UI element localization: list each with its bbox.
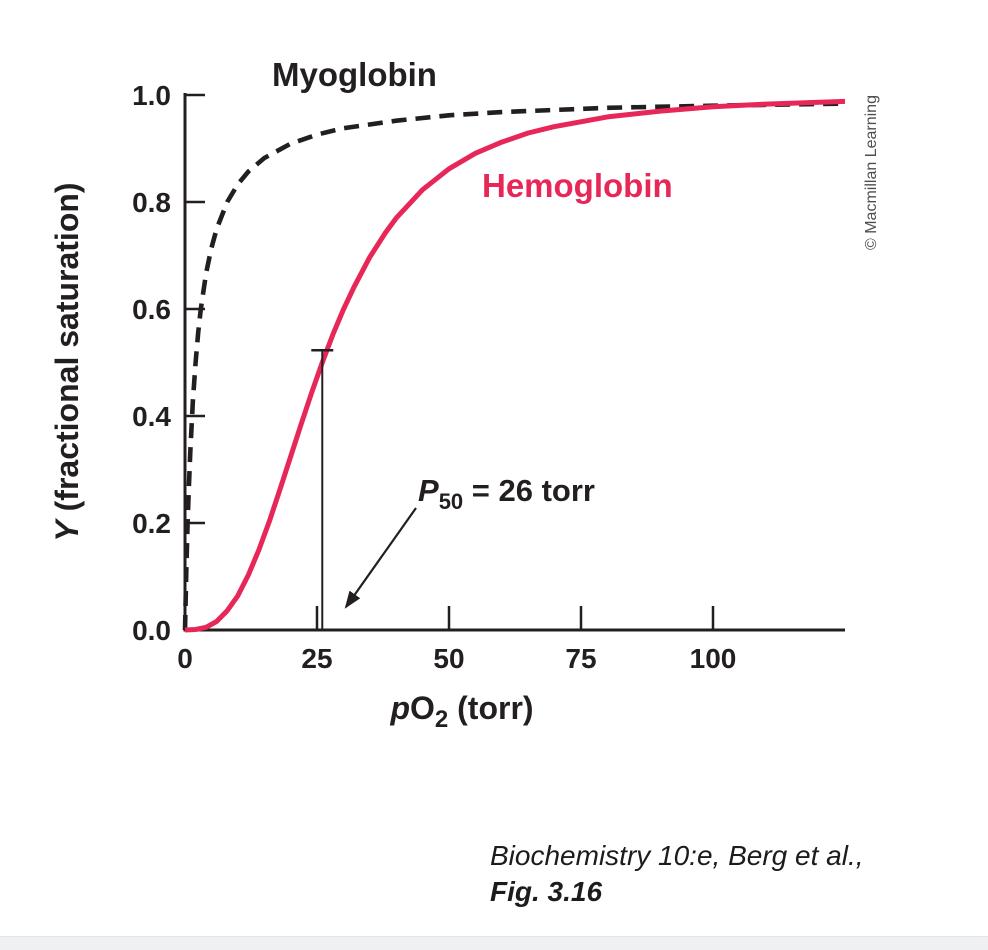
curve-hemoglobin xyxy=(184,98,846,633)
x-axis-label-subscript: 2 xyxy=(435,706,448,733)
y-axis-label-text: (fractional saturation) xyxy=(49,182,85,520)
p50-value: = 26 torr xyxy=(463,473,595,508)
x-axis-label-element: O xyxy=(410,690,435,726)
p50-arrow xyxy=(344,507,417,609)
y-axis-label-symbol: Y xyxy=(49,518,85,542)
x-tick-label: 25 xyxy=(301,643,332,674)
p50-annotation-text: P50 = 26 torr xyxy=(418,473,595,514)
x-tick-label: 50 xyxy=(433,643,464,674)
y-tick-label: 1.0 xyxy=(132,80,171,111)
p50-annotation-marks xyxy=(311,348,417,629)
x-axis-label-unit: (torr) xyxy=(448,690,533,726)
myoglobin-label: Myoglobin xyxy=(272,56,437,93)
copyright-credit: © Macmillan Learning xyxy=(863,95,880,250)
y-tick-label: 0.6 xyxy=(132,294,171,325)
y-tick-label: 0.4 xyxy=(132,401,171,432)
curves xyxy=(182,98,846,633)
x-tick-label: 75 xyxy=(565,643,596,674)
axes: 0.0 0.2 0.4 0.6 0.8 1.0 0 25 50 75 100 xyxy=(132,80,845,674)
y-tick-label: 0.2 xyxy=(132,508,171,539)
p50-symbol: P xyxy=(418,473,439,508)
x-axis-label: pO2 (torr) xyxy=(389,690,533,733)
curve-myoglobin xyxy=(182,101,846,631)
hemoglobin-label: Hemoglobin xyxy=(482,167,673,204)
y-tick-label: 0.0 xyxy=(132,615,171,646)
y-tick-label: 0.8 xyxy=(132,187,171,218)
figure-caption: Biochemistry 10:e, Berg et al., Fig. 3.1… xyxy=(490,838,864,910)
caption-figure-number: Fig. 3.16 xyxy=(490,876,603,907)
caption-source: Biochemistry 10:e, Berg et al., xyxy=(490,840,864,871)
x-axis-label-symbol: p xyxy=(389,690,410,726)
y-axis-label: Y (fractional saturation) xyxy=(49,182,85,541)
slide-bottom-edge xyxy=(0,936,988,950)
x-tick-label: 100 xyxy=(690,643,737,674)
x-tick-label: 0 xyxy=(177,643,193,674)
p50-subscript: 50 xyxy=(439,489,463,514)
